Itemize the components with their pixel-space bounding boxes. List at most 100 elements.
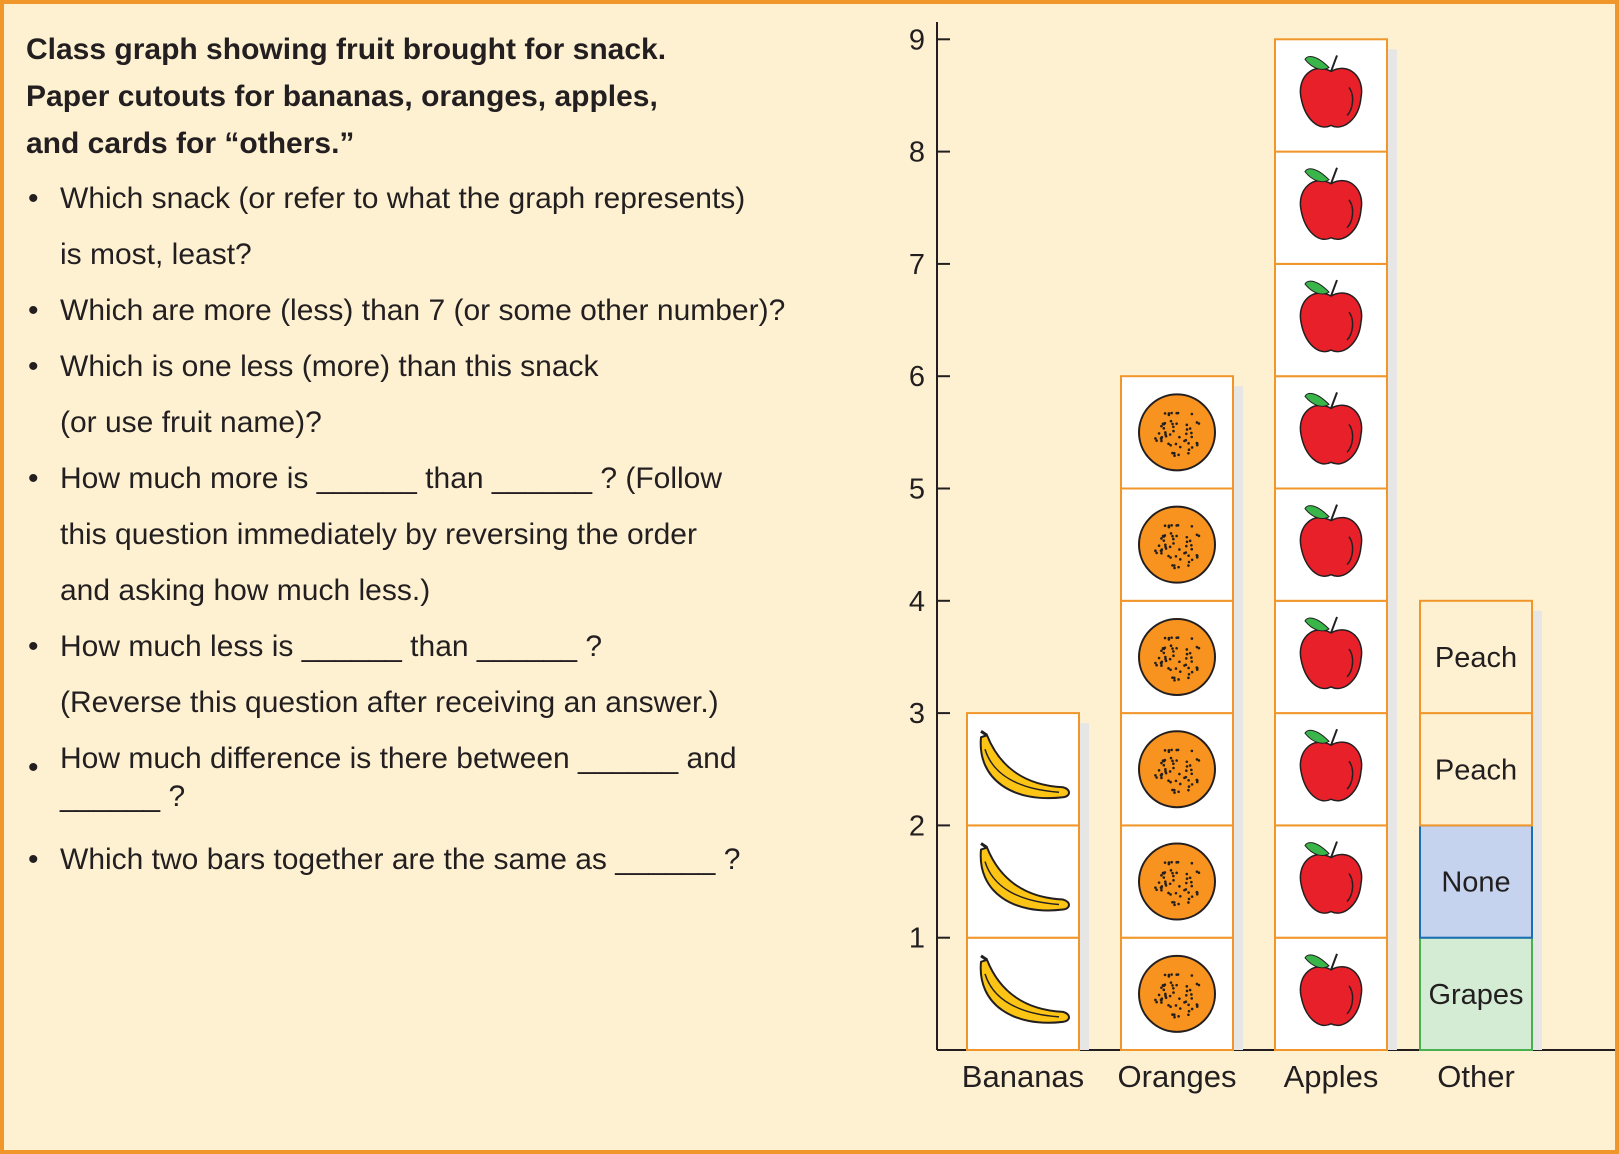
- heading-line-1: Class graph showing fruit brought for sn…: [26, 33, 667, 66]
- category-label: Other: [1437, 1059, 1515, 1094]
- apple-icon: [1299, 616, 1363, 690]
- cutout-card: [1120, 599, 1234, 715]
- orange-icon: [1138, 393, 1216, 472]
- card-rect: [1419, 824, 1533, 939]
- question-text: is most, least?: [60, 238, 252, 271]
- cutout-card: [1274, 712, 1388, 827]
- apple-icon: [1299, 728, 1363, 802]
- bullet-icon: •: [28, 350, 39, 383]
- bullet-icon: •: [28, 751, 39, 784]
- fruit-bar-chart: 1 2 3 4 5 6 7 8 9 Bananas Oranges Apples Grapes None P…: [909, 22, 1615, 1094]
- bullet-icon: •: [28, 843, 39, 876]
- card-rect: [966, 936, 1080, 1052]
- cutout-card: [1120, 375, 1234, 490]
- apple-icon: [1299, 953, 1363, 1027]
- bar-shadow: [1079, 723, 1089, 1050]
- cutout-card: [1274, 824, 1388, 939]
- question-text: How much more is ______ than ______ ? (F…: [60, 462, 723, 495]
- bullet-icon: •: [28, 462, 39, 495]
- card-label: None: [1441, 867, 1510, 899]
- banana-icon: [979, 954, 1070, 1024]
- cutout-card: [1274, 375, 1388, 490]
- heading-line-3: and cards for “others.”: [26, 127, 355, 160]
- apple-icon: [1299, 167, 1363, 240]
- cutout-card: [1120, 712, 1234, 827]
- cutout-card: [1120, 936, 1234, 1052]
- cutout-card: [1120, 487, 1234, 602]
- question-item: • Which two bars together are the same as…: [26, 832, 886, 888]
- question-text: and asking how much less.): [60, 574, 431, 607]
- card-peach: Peach: [1419, 599, 1533, 715]
- cutout-card: [1274, 599, 1388, 715]
- card-rect: [1274, 487, 1388, 602]
- apple-icon: [1299, 841, 1363, 914]
- orange-icon: [1138, 730, 1216, 809]
- bullet-icon: •: [28, 294, 39, 327]
- card-label: Peach: [1435, 642, 1517, 674]
- orange-icon: [1138, 617, 1216, 696]
- y-tick-label: 6: [909, 361, 925, 393]
- card-rect: [1419, 712, 1533, 827]
- bar-other: Grapes None Peach Peach: [1419, 599, 1542, 1052]
- question-text: How much less is ______ than ______ ?: [60, 630, 603, 663]
- banana-icon: [979, 842, 1070, 912]
- apple-icon: [1299, 55, 1363, 128]
- question-text: (or use fruit name)?: [60, 406, 322, 439]
- banana-icon: [979, 730, 1070, 800]
- bar-bananas: [966, 712, 1089, 1052]
- text-column: Class graph showing fruit brought for sn…: [26, 26, 886, 888]
- question-text: Which are more (less) than 7 (or some ot…: [60, 294, 786, 327]
- card-none: None: [1419, 824, 1533, 939]
- question-text: (Reverse this question after receiving a…: [60, 686, 719, 719]
- y-tick-label: 4: [909, 586, 925, 618]
- question-item: • Which are more (less) than 7 (or some o…: [26, 283, 886, 339]
- card-grapes: Grapes: [1419, 936, 1533, 1052]
- card-rect: [966, 824, 1080, 939]
- bar-shadow: [1532, 610, 1542, 1050]
- cutout-card: [1274, 487, 1388, 602]
- apple-icon: [1299, 391, 1363, 465]
- cutout-card: [966, 936, 1080, 1052]
- y-tick-label: 7: [909, 249, 925, 281]
- question-item: • How much less is ______ than ______ ? (R…: [26, 619, 886, 731]
- card-rect: [1419, 936, 1533, 1052]
- category-label: Oranges: [1118, 1059, 1237, 1094]
- orange-icon: [1138, 954, 1216, 1033]
- card-label: Peach: [1435, 754, 1517, 786]
- question-text: Which is one less (more) than this snack: [60, 350, 599, 383]
- bullet-icon: •: [28, 630, 39, 663]
- cutout-card: [966, 824, 1080, 939]
- cutout-card: [1274, 38, 1388, 153]
- bar-oranges: [1120, 375, 1243, 1052]
- card-rect: [966, 712, 1080, 827]
- card-rect: [1419, 599, 1533, 715]
- question-list: • Which snack (or refer to what the graph…: [26, 171, 886, 888]
- cutout-card: [1274, 150, 1388, 265]
- orange-icon: [1138, 842, 1216, 921]
- cutout-card: [966, 712, 1080, 827]
- y-tick-label: 1: [909, 923, 925, 955]
- category-label: Apples: [1284, 1059, 1379, 1094]
- question-text: Which snack (or refer to what the graph …: [60, 182, 746, 215]
- bar-shadow: [1387, 49, 1397, 1051]
- question-item: • Which is one less (more) than this snac…: [26, 339, 886, 451]
- question-text: How much difference is there between ___…: [60, 742, 737, 775]
- question-item: • Which snack (or refer to what the graph…: [26, 171, 886, 283]
- heading-line-2: Paper cutouts for bananas, oranges, appl…: [26, 80, 658, 113]
- cutout-card: [1274, 262, 1388, 378]
- y-tick-label: 2: [909, 810, 925, 842]
- y-tick-label: 8: [909, 137, 925, 169]
- apple-icon: [1299, 279, 1363, 353]
- cutout-card: [1120, 824, 1234, 939]
- bar-shadow: [1233, 386, 1243, 1050]
- question-item: • How much more is ______ than ______ ? (…: [26, 451, 886, 619]
- card-label: Grapes: [1428, 979, 1523, 1011]
- question-text: ______ ?: [60, 780, 186, 813]
- question-item: • How much difference is there between __…: [26, 740, 886, 816]
- orange-icon: [1138, 505, 1216, 584]
- category-label: Bananas: [962, 1059, 1084, 1094]
- y-tick-label: 3: [909, 698, 925, 730]
- apple-icon: [1299, 504, 1363, 577]
- y-tick-label: 9: [909, 24, 925, 56]
